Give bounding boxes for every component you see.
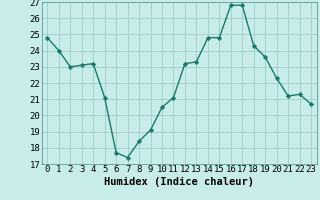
X-axis label: Humidex (Indice chaleur): Humidex (Indice chaleur) bbox=[104, 177, 254, 187]
